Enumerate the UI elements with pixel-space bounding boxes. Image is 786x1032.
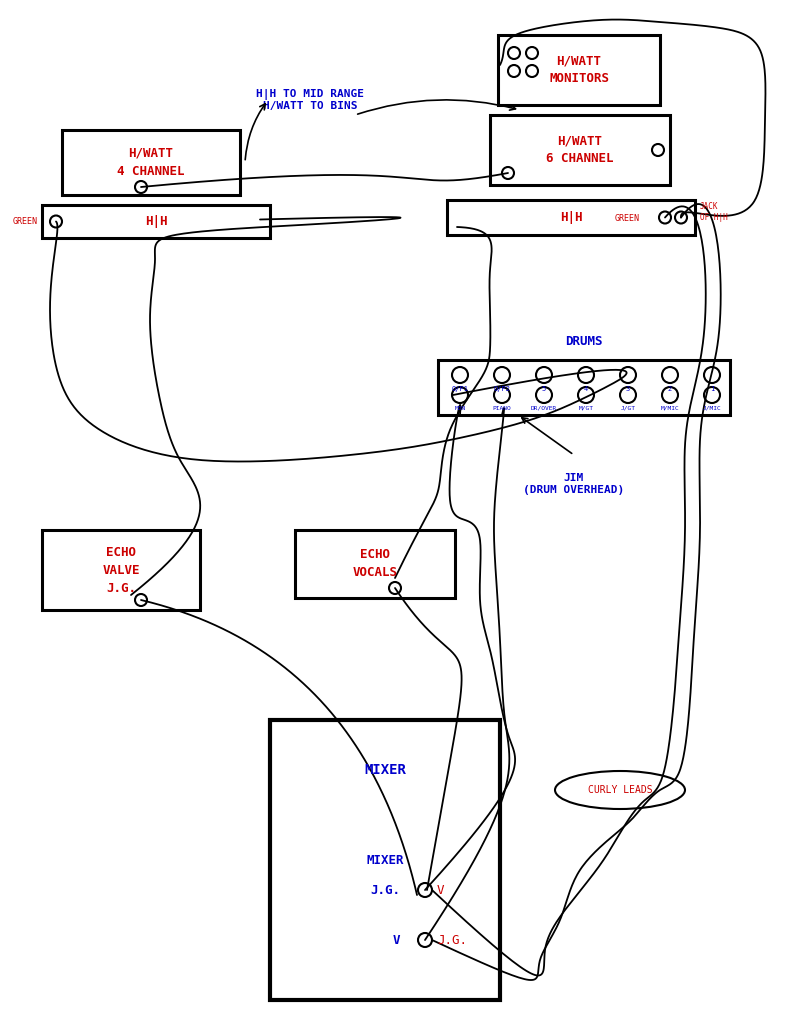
Text: 5: 5 [542, 386, 546, 392]
Text: MON: MON [454, 406, 465, 411]
Text: CURLY LEADS: CURLY LEADS [588, 785, 652, 795]
Text: H|H: H|H [145, 215, 167, 228]
Text: H/WATT
4 CHANNEL: H/WATT 4 CHANNEL [117, 147, 185, 178]
Text: J.G.: J.G. [370, 883, 400, 897]
Text: 1: 1 [710, 386, 714, 392]
Text: H|H TO MID RANGE
H/WATT TO BINS: H|H TO MID RANGE H/WATT TO BINS [256, 89, 364, 111]
Text: ECHO
VOCALS: ECHO VOCALS [352, 548, 398, 580]
Text: V: V [437, 883, 445, 897]
Text: J/MIC: J/MIC [703, 406, 722, 411]
Text: V: V [392, 934, 400, 946]
Text: MIXER: MIXER [364, 763, 406, 777]
Text: M/GT: M/GT [578, 406, 593, 411]
Bar [62, 130, 240, 195]
Text: H/WATT
MONITORS: H/WATT MONITORS [549, 55, 609, 86]
Text: DRUMS: DRUMS [565, 335, 603, 348]
Text: O/P1: O/P1 [451, 386, 468, 392]
Text: J.G.: J.G. [437, 934, 467, 946]
Bar [498, 35, 660, 105]
Text: DR/OVER: DR/OVER [531, 406, 557, 411]
Text: M/MIC: M/MIC [660, 406, 679, 411]
Ellipse shape [555, 771, 685, 809]
Text: H|H: H|H [560, 211, 582, 224]
Text: J/GT: J/GT [620, 406, 636, 411]
Text: ECHO
VALVE
J.G.: ECHO VALVE J.G. [102, 546, 140, 594]
Bar [447, 200, 695, 235]
Text: JACK
OF H|H: JACK OF H|H [700, 202, 728, 222]
Bar [270, 720, 500, 1000]
Bar [295, 530, 455, 598]
Text: 4: 4 [584, 386, 588, 392]
Bar [490, 115, 670, 185]
Text: O/P2: O/P2 [494, 386, 510, 392]
Text: GREEN: GREEN [615, 214, 640, 223]
Text: PIANO: PIANO [493, 406, 512, 411]
Text: GREEN: GREEN [13, 217, 38, 226]
Text: H/WATT
6 CHANNEL: H/WATT 6 CHANNEL [546, 134, 614, 165]
Bar [42, 205, 270, 238]
Bar [42, 530, 200, 610]
Bar [438, 360, 730, 415]
Text: JIM
(DRUM OVERHEAD): JIM (DRUM OVERHEAD) [523, 473, 625, 494]
Text: MIXER: MIXER [366, 853, 404, 867]
Text: 3: 3 [626, 386, 630, 392]
Text: 2: 2 [668, 386, 672, 392]
